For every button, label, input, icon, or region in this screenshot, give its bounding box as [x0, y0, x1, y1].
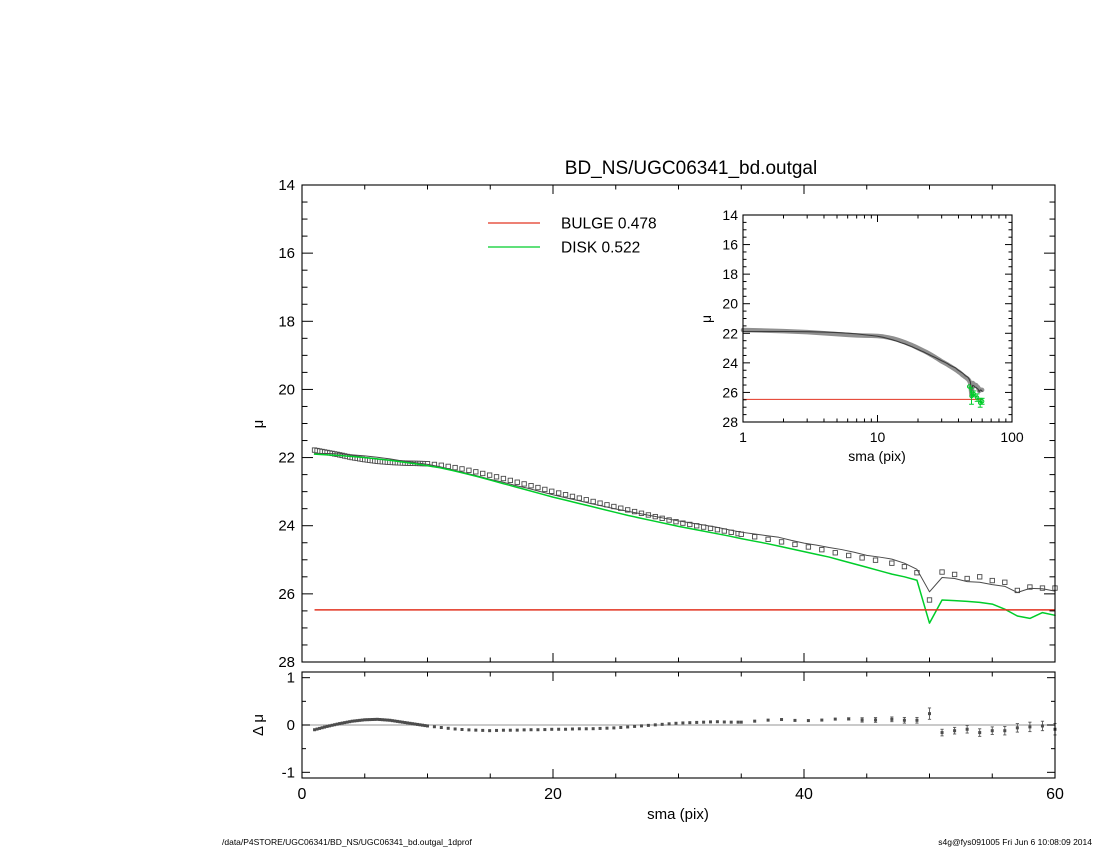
inset-y-axis-label: μ: [698, 315, 714, 323]
legend-disk-label: DISK 0.522: [561, 240, 640, 257]
tick-label: 26: [722, 384, 738, 400]
tick-label: 0: [287, 717, 295, 734]
tick-label: 14: [278, 177, 295, 194]
tick-label: 0: [298, 786, 307, 803]
tick-label: 20: [278, 381, 295, 398]
residual-plot-frame: [301, 671, 1056, 779]
tick-label: -1: [282, 764, 295, 781]
main-y-axis-label: μ: [250, 420, 267, 429]
residual-markers: [313, 707, 1057, 737]
disk-line: [313, 453, 1056, 624]
residual-x-axis-label: sma (pix): [647, 806, 709, 823]
tick-label: 26: [278, 586, 295, 603]
tick-label: 22: [722, 325, 738, 341]
model-total-line: [314, 452, 1056, 593]
tick-label: 20: [722, 296, 738, 312]
inset-plot-frame: [742, 214, 1013, 423]
tick-label: 24: [278, 518, 295, 535]
tick-label: 16: [722, 237, 738, 253]
footer-file-path: /data/P4STORE/UGC06341/BD_NS/UGC06341_bd…: [222, 837, 472, 847]
main-plot-area: 14 16 18 20 22 24 26 28: [278, 177, 1058, 671]
tick-label: 18: [722, 266, 738, 282]
residual-y-axis-label: Δ μ: [250, 714, 267, 736]
tick-label: 18: [278, 313, 295, 330]
tick-label: 10: [870, 429, 886, 445]
tick-label: 16: [278, 245, 295, 262]
tick-label: 28: [722, 414, 738, 430]
tick-label: 1: [739, 429, 747, 445]
tick-label: 20: [544, 786, 562, 803]
tick-label: 60: [1046, 786, 1064, 803]
data-square-markers: [311, 447, 1058, 603]
tick-label: 14: [722, 207, 738, 223]
page-title: BD_NS/UGC06341_bd.outgal: [565, 158, 817, 179]
inset-axis-ticks: 14 16 18 20 22 24 26 281 10 100: [722, 207, 1023, 445]
main-plot-frame: [301, 184, 1056, 663]
tick-label: 100: [1000, 429, 1024, 445]
inset-disk-points: [966, 384, 985, 408]
inset-plot-area: 14 16 18 20 22 24 26 281 10 100: [722, 207, 1023, 445]
legend: BULGE 0.478 DISK 0.522: [488, 216, 657, 257]
inset-x-axis-label: sma (pix): [848, 448, 906, 464]
footer-user-timestamp: s4g@fys091005 Fri Jun 6 10:08:09 2014: [938, 837, 1092, 847]
tick-label: 28: [278, 654, 295, 671]
tick-label: 24: [722, 355, 738, 371]
tick-label: 22: [278, 450, 295, 467]
legend-bulge-label: BULGE 0.478: [561, 216, 657, 233]
tick-label: 1: [287, 670, 295, 687]
tick-label: 40: [795, 786, 813, 803]
